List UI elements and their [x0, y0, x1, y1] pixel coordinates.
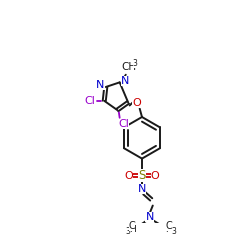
Text: 3: 3 — [171, 227, 176, 236]
Text: Cl: Cl — [84, 96, 95, 106]
Text: O: O — [132, 98, 141, 108]
Text: Cl: Cl — [118, 119, 129, 129]
Text: H: H — [165, 225, 172, 234]
Text: O: O — [151, 170, 160, 180]
Text: N: N — [96, 80, 104, 90]
Text: H: H — [129, 225, 136, 234]
Text: O: O — [124, 170, 133, 180]
Text: C: C — [166, 221, 172, 231]
Text: CH: CH — [121, 62, 136, 72]
Text: N: N — [146, 212, 154, 222]
Text: S: S — [138, 169, 146, 182]
Text: C: C — [128, 221, 135, 231]
Text: 3: 3 — [125, 227, 130, 236]
Text: N: N — [138, 184, 146, 194]
Text: N: N — [121, 76, 129, 86]
Text: 3: 3 — [132, 60, 138, 68]
